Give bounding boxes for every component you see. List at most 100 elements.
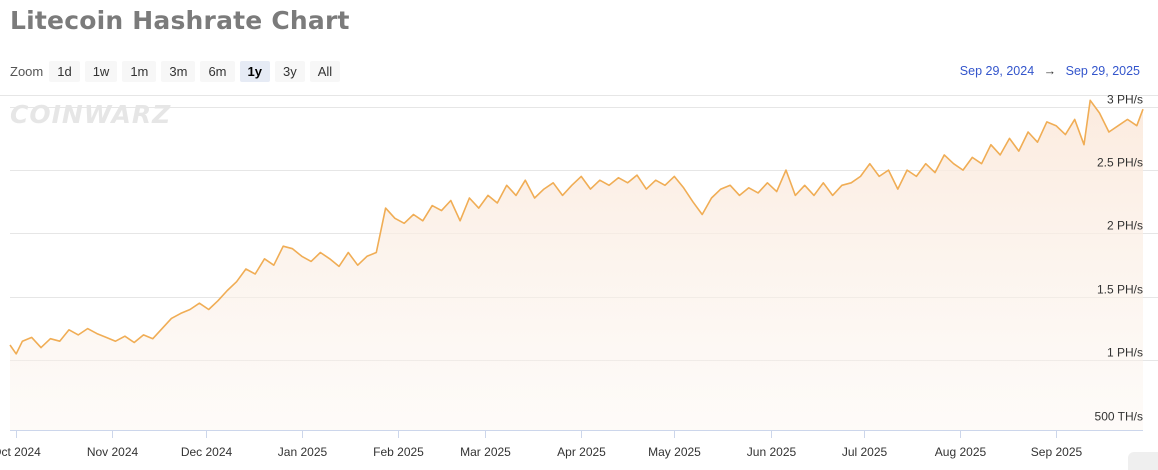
data-point: [384, 207, 387, 210]
data-point: [496, 202, 499, 205]
data-point: [272, 264, 275, 267]
data-point: [822, 181, 825, 184]
data-point: [1117, 124, 1120, 127]
data-point: [598, 179, 601, 182]
data-point: [636, 174, 639, 177]
data-point: [850, 181, 853, 184]
data-point: [431, 204, 434, 207]
zoom-3m-button[interactable]: 3m: [161, 61, 196, 82]
x-tick-label: Jul 2025: [842, 445, 888, 459]
range-arrow: →: [1043, 64, 1057, 78]
data-point: [989, 143, 992, 146]
data-point: [710, 197, 713, 200]
data-point: [403, 222, 406, 225]
data-point: [813, 194, 816, 197]
data-point: [375, 251, 378, 254]
data-point: [15, 352, 18, 355]
data-point: [766, 181, 769, 184]
data-point: [244, 268, 247, 271]
zoom-label: Zoom: [10, 64, 44, 79]
zoom-1w-button[interactable]: 1w: [84, 61, 118, 82]
page-title: Litecoin Hashrate Chart: [10, 6, 350, 35]
data-point: [217, 299, 220, 302]
data-point: [664, 184, 667, 187]
zoom-all-button[interactable]: All: [309, 61, 341, 82]
data-point: [198, 302, 201, 305]
data-point: [1017, 150, 1020, 153]
x-tick-label: Aug 2025: [935, 445, 987, 459]
data-point: [962, 169, 965, 172]
x-tick-label: Feb 2025: [373, 445, 424, 459]
data-point: [40, 346, 43, 349]
data-point: [729, 184, 732, 187]
zoom-1y-button[interactable]: 1y: [239, 61, 270, 82]
data-point: [310, 260, 313, 263]
data-point: [1073, 118, 1076, 121]
x-tick-label: Jan 2025: [278, 445, 328, 459]
data-point: [794, 194, 797, 197]
x-tick-label: Nov 2024: [87, 445, 139, 459]
data-point: [105, 336, 108, 339]
data-point: [645, 188, 648, 191]
data-point: [449, 199, 452, 202]
zoom-1m-button[interactable]: 1m: [122, 61, 157, 82]
data-point: [161, 327, 164, 330]
data-point: [757, 191, 760, 194]
data-point: [58, 340, 61, 343]
data-point: [719, 188, 722, 191]
data-point: [459, 219, 462, 222]
zoom-3y-button[interactable]: 3y: [274, 61, 305, 82]
data-point: [86, 327, 89, 330]
data-point: [673, 175, 676, 178]
zoom-6m-button[interactable]: 6m: [200, 61, 235, 82]
range-to-date[interactable]: Sep 29, 2025: [1065, 64, 1140, 78]
data-point: [952, 162, 955, 165]
x-tick-label: Jun 2025: [747, 445, 797, 459]
data-point: [1036, 141, 1039, 144]
data-point: [21, 340, 24, 343]
data-point: [291, 247, 294, 250]
data-point: [263, 257, 266, 260]
x-tick-label: Mar 2025: [460, 445, 511, 459]
data-point: [868, 162, 871, 165]
range-from-date[interactable]: Sep 29, 2024: [959, 64, 1035, 78]
data-point: [747, 186, 750, 189]
data-point: [934, 171, 937, 174]
x-axis-labels: Oct 2024 Nov 2024 Dec 2024 Jan 2025 Feb 2025…: [0, 430, 1143, 459]
data-point: [580, 175, 583, 178]
data-point: [1135, 124, 1138, 127]
data-point: [654, 179, 657, 182]
x-tick-label: Oct 2024: [0, 445, 41, 459]
data-point: [626, 181, 629, 184]
data-point: [207, 308, 210, 311]
x-tick-label: Dec 2024: [181, 445, 233, 459]
data-point: [906, 169, 909, 172]
data-point: [1126, 118, 1129, 121]
data-point: [328, 257, 331, 260]
data-point: [189, 308, 192, 311]
data-point: [1064, 133, 1067, 136]
data-point: [366, 255, 369, 258]
data-point: [943, 153, 946, 156]
data-point: [1055, 124, 1058, 127]
data-point: [915, 175, 918, 178]
data-point: [1107, 131, 1110, 134]
data-point: [617, 176, 620, 179]
y-tick-label: 500 TH/s: [1095, 410, 1143, 424]
data-point: [95, 332, 98, 335]
data-point: [393, 217, 396, 220]
y-tick-label: 3 PH/s: [1107, 93, 1143, 107]
data-point: [552, 181, 555, 184]
data-point: [803, 184, 806, 187]
hashrate-chart[interactable]: 500 TH/s 1 PH/s 1.5 PH/s 2 PH/s 2.5 PH/s 3 PH…: [0, 90, 1158, 470]
y-tick-label: 2.5 PH/s: [1097, 156, 1143, 170]
y-tick-label: 1 PH/s: [1107, 346, 1143, 360]
data-point: [1083, 143, 1086, 146]
data-point: [887, 169, 890, 172]
data-point: [412, 213, 415, 216]
data-point: [682, 186, 685, 189]
zoom-1d-button[interactable]: 1d: [49, 61, 80, 82]
hashrate-area: [10, 100, 1143, 431]
data-point: [77, 333, 80, 336]
data-point: [775, 190, 778, 193]
